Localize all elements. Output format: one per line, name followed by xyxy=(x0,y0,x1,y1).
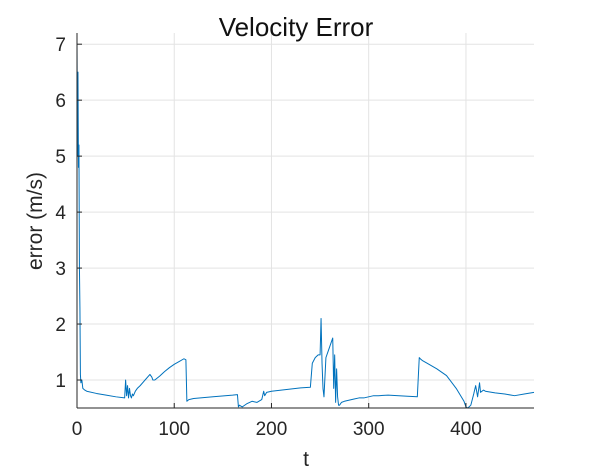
x-tick-label: 300 xyxy=(353,419,385,440)
chart-title: Velocity Error xyxy=(219,12,374,42)
y-tick-label: 7 xyxy=(55,35,66,56)
series-line-0 xyxy=(76,38,535,409)
x-tick-label: 200 xyxy=(256,419,288,440)
y-tick-label: 3 xyxy=(55,259,66,280)
y-tick-label: 6 xyxy=(55,91,66,112)
x-tick-label: 100 xyxy=(158,419,190,440)
y-tick-label: 1 xyxy=(55,371,66,392)
x-axis-label: t xyxy=(303,448,309,471)
x-tick-labels: 0 100 200 300 400 xyxy=(72,419,482,440)
x-tick-label: 400 xyxy=(450,419,482,440)
y-tick-label: 2 xyxy=(55,315,66,336)
y-tick-label: 5 xyxy=(55,147,66,168)
series-layer xyxy=(76,38,535,409)
y-tick-labels: 1 2 3 4 5 6 7 xyxy=(55,35,66,392)
x-tick-label: 0 xyxy=(72,419,83,440)
y-axis-label: error (m/s) xyxy=(24,172,47,270)
y-tick-label: 4 xyxy=(55,203,66,224)
gridlines xyxy=(76,33,534,408)
axes xyxy=(76,33,534,409)
